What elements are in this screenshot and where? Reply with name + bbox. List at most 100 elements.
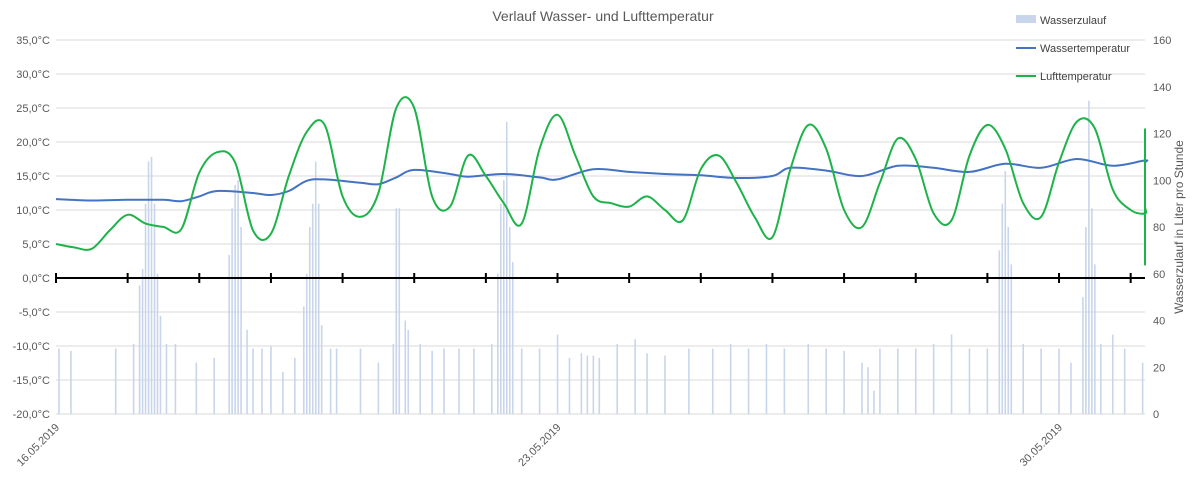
left-tick-label: 0,0°C xyxy=(22,273,50,285)
right-tick-label: 20 xyxy=(1153,362,1165,374)
wasserzulauf-bar xyxy=(431,351,433,414)
left-tick-label: 20,0°C xyxy=(16,137,50,149)
wasserzulauf-bar xyxy=(1142,363,1144,414)
wasserzulauf-bar xyxy=(443,349,445,414)
wasserzulauf-bar xyxy=(261,349,263,414)
wasserzulauf-bar xyxy=(521,349,523,414)
wasserzulauf-bar xyxy=(1022,344,1024,414)
x-tick-label: 23.05.2019 xyxy=(516,422,563,469)
legend: Wasserzulauf Wassertemperatur Lufttemperat… xyxy=(1016,15,1130,83)
wasserzulauf-bar xyxy=(1040,349,1042,414)
wasserzulauf-bar xyxy=(748,349,750,414)
wasserzulauf-bar xyxy=(879,349,881,414)
x-tick-label: 30.05.2019 xyxy=(1018,422,1065,469)
wasserzulauf-bar xyxy=(404,321,406,415)
wasserzulauf-bar xyxy=(213,358,215,414)
wasserzulauf-bar xyxy=(730,344,732,414)
legend-label: Wasserzulauf xyxy=(1040,15,1107,27)
wasserzulauf-bar xyxy=(70,351,72,414)
wasserzulauf-bar xyxy=(1124,349,1126,414)
wasserzulauf-bar xyxy=(987,349,989,414)
right-tick-label: 80 xyxy=(1153,222,1165,234)
left-tick-label: 30,0°C xyxy=(16,69,50,81)
wasserzulauf-bar xyxy=(500,204,502,414)
wasserzulauf-bar xyxy=(915,349,917,414)
wasserzulauf-bar xyxy=(825,349,827,414)
wasserzulauf-bar xyxy=(1070,363,1072,414)
wasserzulauf-bar xyxy=(807,344,809,414)
wasserzulauf-bar xyxy=(115,349,117,414)
wasserzulauf-bar xyxy=(315,162,317,414)
wasserzulauf-bar xyxy=(497,274,499,414)
wasserzulauf-bar xyxy=(861,363,863,414)
wasserzulauf-bar xyxy=(557,335,559,414)
right-axis-title: Wasserzulauf in Liter pro Stunde xyxy=(1172,140,1186,314)
wasserzulauf-bar xyxy=(58,349,60,414)
wasserzulauf-bar xyxy=(157,274,159,414)
right-tick-label: 140 xyxy=(1153,82,1171,94)
wasserzulauf-bar xyxy=(1082,297,1084,414)
wasserzulauf-bar xyxy=(1088,101,1090,414)
wasserzulauf-bar xyxy=(378,363,380,414)
wasserzulauf-bar xyxy=(503,180,505,414)
right-tick-label: 40 xyxy=(1153,316,1165,328)
x-tick-label: 16.05.2019 xyxy=(15,422,62,469)
wasserzulauf-bar xyxy=(398,208,400,414)
wasserzulauf-bar xyxy=(1094,264,1096,414)
wasserzulauf-bar xyxy=(133,344,135,414)
right-tick-label: 160 xyxy=(1153,35,1171,47)
wasserzulauf-bar xyxy=(282,372,284,414)
wasserzulauf-bar xyxy=(145,204,147,414)
wasserzulauf-bar xyxy=(473,349,475,414)
wasserzulauf-bar xyxy=(294,358,296,414)
left-tick-label: 25,0°C xyxy=(16,103,50,115)
wasserzulauf-bar xyxy=(151,157,153,414)
wasserzulauf-bar xyxy=(867,367,869,414)
left-tick-label: -15,0°C xyxy=(13,375,50,387)
wasserzulauf-bar xyxy=(581,353,583,414)
wasserzulauf-bar xyxy=(1002,204,1004,414)
wasserzulauf-bar xyxy=(336,349,338,414)
wasserzulauf-bar xyxy=(458,349,460,414)
wasserzulauf-bar xyxy=(897,349,899,414)
chart-title: Verlauf Wasser- und Lufttemperatur xyxy=(492,8,714,24)
wasserzulauf-bar xyxy=(393,344,395,414)
wasserzulauf-bar xyxy=(306,274,308,414)
right-tick-label: 120 xyxy=(1153,129,1171,141)
wasserzulauf-bar xyxy=(784,349,786,414)
gridlines xyxy=(56,40,1145,414)
right-tick-label: 60 xyxy=(1153,269,1165,281)
right-tick-label: 100 xyxy=(1153,175,1171,187)
wasserzulauf-bar xyxy=(1112,335,1114,414)
legend-swatch xyxy=(1016,15,1036,23)
wasserzulauf-bar xyxy=(1007,227,1009,414)
wassertemperatur-line xyxy=(56,159,1147,201)
wasserzulauf-bar xyxy=(360,349,362,414)
wasserzulauf-bar xyxy=(593,356,595,414)
legend-label: Wassertemperatur xyxy=(1040,43,1130,55)
wasserzulauf-bar xyxy=(270,346,272,414)
wasserzulauf-bar xyxy=(234,185,236,414)
left-tick-label: -5,0°C xyxy=(19,307,50,319)
wasserzulauf-bar xyxy=(999,250,1001,414)
wasserzulauf-bar xyxy=(139,285,141,414)
wasserzulauf-bar xyxy=(712,349,714,414)
left-tick-label: -20,0°C xyxy=(13,409,50,421)
wasserzulauf-bar xyxy=(616,344,618,414)
wasserzulauf-bar xyxy=(142,269,144,414)
left-tick-label: 5,0°C xyxy=(22,239,50,251)
wasserzulauf-bar xyxy=(512,262,514,414)
wasserzulauf-bar xyxy=(231,208,233,414)
wasserzulauf-bar xyxy=(396,208,398,414)
wasserzulauf-bar xyxy=(634,339,636,414)
left-tick-label: 15,0°C xyxy=(16,171,50,183)
left-tick-label: -10,0°C xyxy=(13,341,50,353)
wasserzulauf-bar xyxy=(1010,264,1012,414)
left-tick-label: 35,0°C xyxy=(16,35,50,47)
wasserzulauf-bar xyxy=(1085,227,1087,414)
wasserzulauf-bar xyxy=(569,358,571,414)
left-y-axis: -20,0°C -15,0°C -10,0°C -5,0°C 0,0°C 5,0°C 10,… xyxy=(13,35,50,421)
wasserzulauf-bar xyxy=(246,330,248,414)
